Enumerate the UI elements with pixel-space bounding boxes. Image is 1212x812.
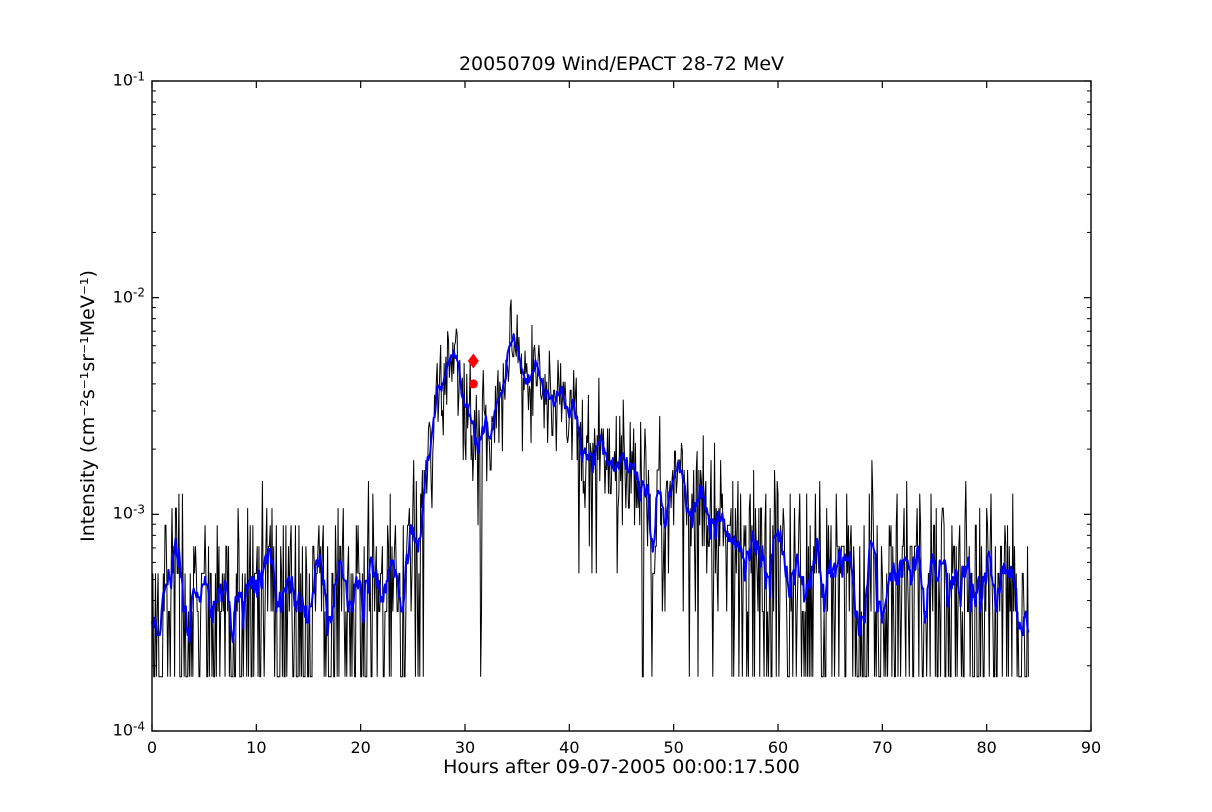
y-tick-base: 10 (112, 720, 134, 740)
y-tick-base: 10 (112, 503, 134, 523)
x-axis-label: Hours after 09-07-2005 00:00:17.500 (443, 756, 800, 778)
y-tick-exponent: -4 (133, 719, 145, 734)
y-tick-exponent: -2 (133, 285, 145, 300)
x-tick-label: 80 (976, 738, 997, 757)
y-axis-label: Intensity (cm⁻²s⁻¹sr⁻¹MeV⁻¹) (77, 270, 99, 542)
x-tick-label: 60 (767, 738, 789, 757)
y-tick-label: 10-4 (112, 719, 145, 740)
y-tick-label: 10-1 (112, 69, 145, 90)
x-tick-label: 10 (246, 738, 267, 757)
peak-flag-diamond-icon (467, 353, 479, 369)
y-tick-exponent: -1 (133, 69, 145, 84)
smoothed-intensity-series (151, 333, 1030, 644)
y-tick-base: 10 (112, 70, 134, 90)
y-tick-base: 10 (112, 287, 134, 307)
x-tick-label: 0 (146, 738, 158, 757)
raw-intensity-series (151, 299, 1029, 678)
x-tick-label: 40 (559, 738, 580, 757)
chart-title: 20050709 Wind/EPACT 28-72 MeV (458, 53, 785, 75)
x-tick-label: 90 (1080, 738, 1102, 757)
y-tick-label: 10-3 (113, 504, 145, 523)
x-tick-label: 70 (872, 738, 893, 757)
x-tick-label: 20 (350, 738, 371, 757)
plot-frame (151, 80, 1092, 732)
y-tick-exponent: -3 (133, 502, 145, 517)
peak-flag-circle-icon (468, 379, 478, 389)
x-tick-label: 30 (454, 738, 476, 757)
x-tick-label: 50 (663, 738, 684, 757)
y-tick-label: 10-2 (113, 287, 145, 306)
